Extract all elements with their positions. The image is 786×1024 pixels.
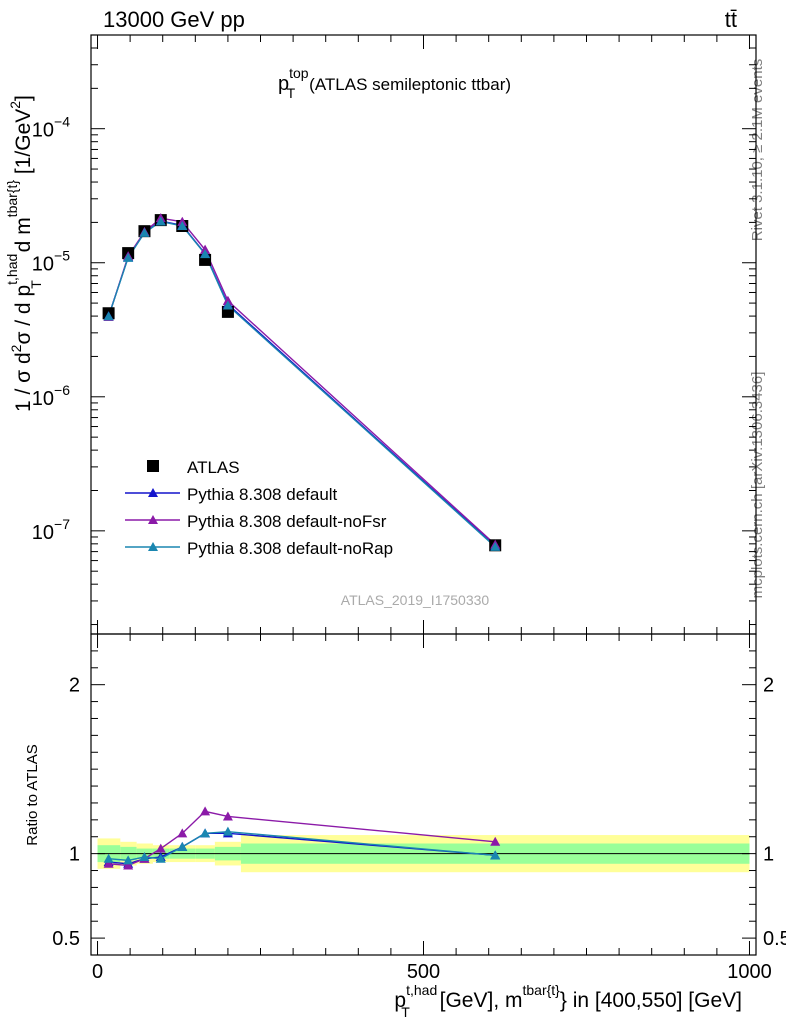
main-y-axis-label: 1 / σ d2σ / d pt,had T d mtbar{t} [1/GeV2… — [4, 95, 44, 412]
ratio-y-tick-label: 2 — [69, 675, 80, 697]
ratio-series-3-point — [139, 852, 150, 862]
ratio-series-2-point — [177, 828, 188, 838]
main-axes: 10−7 10−6 10−5 10−4 — [32, 34, 757, 635]
legend-marker-atlas — [147, 460, 159, 472]
legend-marker-2 — [148, 515, 158, 524]
series-3-point-top — [200, 249, 211, 259]
ratio-y-tick-label: 0.5 — [52, 928, 80, 950]
ratio-data-marks — [103, 806, 501, 870]
ratio-y-tick-label-right: 1 — [763, 844, 774, 866]
series-3-point-top — [139, 227, 150, 237]
x-tick-label: 0 — [92, 961, 103, 983]
mcplots-label: mcplots.cern.ch [arXiv:1306.3436] — [749, 372, 766, 599]
title-sub: T — [287, 85, 296, 101]
ratio-y-tick-label: 1 — [69, 844, 80, 866]
ratio-series-3-point — [490, 850, 501, 860]
analysis-watermark: ATLAS_2019_I1750330 — [341, 592, 490, 608]
series-3-point-top — [490, 541, 501, 551]
ratio-frame — [90, 633, 757, 956]
ratio-series-2-point — [200, 806, 211, 816]
x-tick-label: 500 — [407, 961, 440, 983]
main-y-tick-label: 10−6 — [32, 382, 70, 410]
series-3-point-top — [155, 216, 166, 226]
series-3-point-top — [222, 300, 233, 310]
legend-label-atlas: ATLAS — [187, 458, 240, 477]
plot-title: ptop T (ATLAS semileptonic ttbar) — [278, 65, 511, 101]
ratio-axes: 0 500 1000 0.5 0.5 1 1 2 2 — [52, 633, 786, 983]
legend-label-1: Pythia 8.308 default — [187, 485, 338, 504]
title-rest: (ATLAS semileptonic ttbar) — [309, 75, 511, 94]
series-3-point-top — [177, 220, 188, 230]
ratio-series-3-point — [200, 828, 211, 838]
ratio-y-tick-label-right: 2 — [763, 675, 774, 697]
ratio-series-2-point — [155, 843, 166, 853]
ratio-series-3-point — [103, 853, 114, 863]
title-sup: top — [289, 65, 309, 81]
ratio-series-3-point — [177, 841, 188, 851]
ratio-series-2-point — [123, 860, 134, 870]
header-process-label: tt̄ — [725, 7, 737, 32]
ratio-series-2-point — [222, 811, 233, 821]
rivet-version-label: Rivet 3.1.10, ≥ 2.1M events — [749, 59, 766, 242]
ratio-y-axis-label: Ratio to ATLAS — [24, 744, 41, 845]
ratio-panel — [97, 835, 750, 873]
series-3-point-top — [103, 311, 114, 321]
ratio-series-3-point — [222, 826, 233, 836]
main-y-tick-label: 10−7 — [32, 516, 70, 544]
x-tick-label: 1000 — [727, 961, 772, 983]
ratio-series-line-3 — [108, 830, 496, 862]
legend-label-3: Pythia 8.308 default-noRap — [187, 539, 393, 558]
main-y-tick-label: 10−4 — [32, 114, 70, 142]
legend: ATLAS Pythia 8.308 default Pythia 8.308 de… — [125, 458, 393, 558]
ratio-y-tick-label-right: 0.5 — [763, 928, 786, 950]
header-energy-label: 13000 GeV pp — [103, 7, 245, 32]
series-2-point-top — [222, 295, 233, 305]
legend-marker-3 — [148, 542, 158, 551]
ratio-series-3-point — [123, 855, 134, 865]
main-y-tick-label: 10−5 — [32, 248, 70, 276]
legend-label-2: Pythia 8.308 default-noFsr — [187, 512, 387, 531]
ratio-series-2-point — [490, 836, 501, 846]
series-3-point-top — [123, 252, 134, 262]
title-base: p — [278, 73, 289, 95]
legend-marker-1 — [148, 488, 158, 497]
ratio-series-2-point — [103, 858, 114, 868]
x-axis-label: pt,had T [GeV], mtbar{t}} in [400,550] [G… — [394, 982, 742, 1020]
ratio-series-3-point — [155, 853, 166, 863]
main-data-marks — [102, 213, 502, 552]
